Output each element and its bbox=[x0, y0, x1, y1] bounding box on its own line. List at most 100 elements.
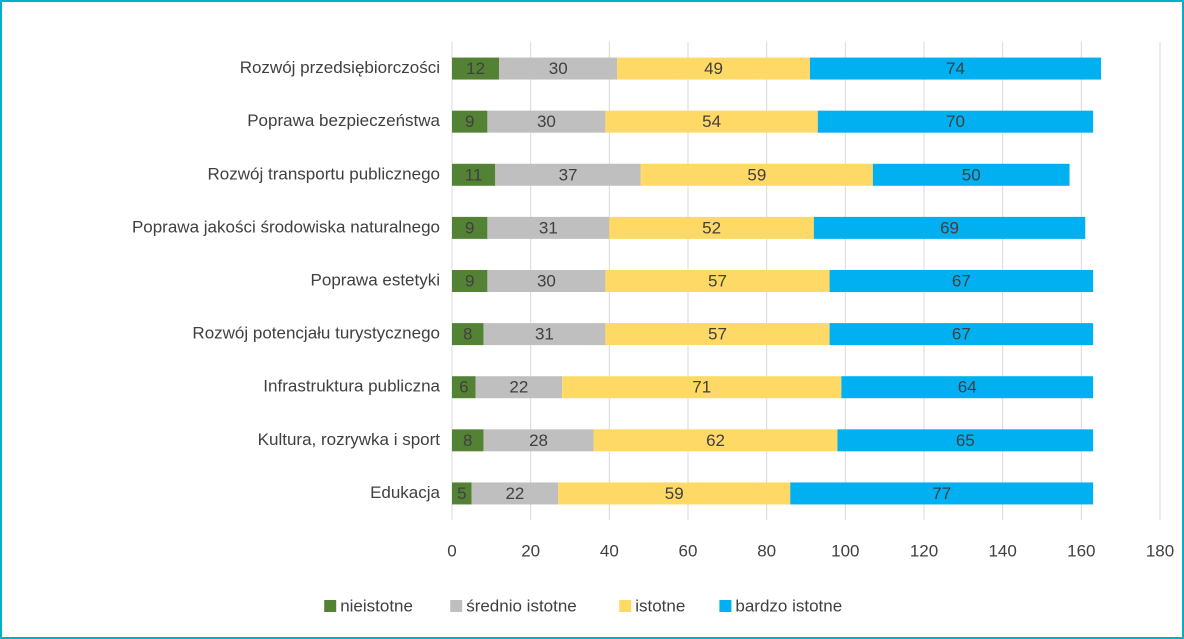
data-label: 22 bbox=[509, 378, 528, 397]
bar-segment bbox=[817, 110, 1094, 133]
x-tick-label: 100 bbox=[831, 541, 859, 560]
bar-segment bbox=[483, 323, 606, 346]
legend-label: bardzo istotne bbox=[735, 596, 842, 615]
data-label: 71 bbox=[692, 378, 711, 397]
data-label: 59 bbox=[665, 484, 684, 503]
legend-swatch bbox=[324, 600, 337, 612]
bar-segment bbox=[452, 216, 488, 239]
y-tick-label: Kultura, rozrywka i sport bbox=[258, 430, 441, 449]
y-tick-label: Infrastruktura publiczna bbox=[263, 377, 440, 396]
bar-segment bbox=[452, 376, 476, 399]
bar-segment bbox=[487, 216, 610, 239]
data-label: 5 bbox=[457, 484, 466, 503]
bar-segment bbox=[841, 376, 1094, 399]
data-label: 30 bbox=[537, 112, 556, 131]
legend-swatch bbox=[450, 600, 463, 612]
x-tick-label: 180 bbox=[1146, 541, 1174, 560]
data-label: 30 bbox=[537, 271, 556, 290]
bar-segment bbox=[609, 216, 814, 239]
legend-label: istotne bbox=[635, 596, 685, 615]
y-tick-label: Rozwój przedsiębiorczości bbox=[240, 58, 440, 77]
data-label: 6 bbox=[459, 378, 468, 397]
bar-segment bbox=[790, 482, 1094, 505]
data-label: 67 bbox=[952, 271, 971, 290]
x-tick-label: 0 bbox=[447, 541, 456, 560]
bar-segment bbox=[562, 376, 842, 399]
bar-segment bbox=[558, 482, 791, 505]
data-label: 31 bbox=[539, 218, 558, 237]
data-label: 9 bbox=[465, 218, 474, 237]
bar-segment bbox=[452, 270, 488, 292]
bar-segment bbox=[475, 376, 563, 399]
bar-segment bbox=[452, 110, 488, 133]
bar-segment bbox=[617, 57, 810, 80]
data-label: 50 bbox=[962, 165, 981, 184]
data-label: 8 bbox=[463, 431, 472, 450]
legend-swatch bbox=[719, 600, 732, 612]
y-tick-label: Rozwój transportu publicznego bbox=[208, 164, 440, 183]
data-label: 67 bbox=[952, 325, 971, 344]
data-label: 11 bbox=[465, 165, 483, 184]
y-tick-label: Edukacja bbox=[370, 483, 440, 502]
data-label: 9 bbox=[465, 271, 474, 290]
bar-segment bbox=[452, 163, 496, 186]
x-tick-label: 60 bbox=[679, 541, 698, 560]
data-label: 57 bbox=[708, 271, 727, 290]
data-label: 28 bbox=[529, 431, 548, 450]
legend-label: nieistotne bbox=[340, 596, 413, 615]
x-tick-label: 140 bbox=[988, 541, 1016, 560]
legend-label: średnio istotne bbox=[466, 596, 577, 615]
x-tick-label: 120 bbox=[910, 541, 938, 560]
bar-segment bbox=[813, 216, 1086, 239]
bar-segment bbox=[605, 110, 818, 133]
data-label: 31 bbox=[535, 325, 554, 344]
data-label: 30 bbox=[549, 59, 568, 78]
data-label: 8 bbox=[463, 325, 472, 344]
data-label: 77 bbox=[932, 484, 951, 503]
data-label: 65 bbox=[956, 431, 975, 450]
data-label: 22 bbox=[505, 484, 524, 503]
bar-segment bbox=[452, 482, 472, 505]
bar-segment bbox=[487, 110, 606, 133]
data-label: 64 bbox=[958, 378, 977, 397]
x-tick-label: 80 bbox=[757, 541, 776, 560]
bar-segment bbox=[452, 429, 484, 452]
y-tick-label: Poprawa jakości środowiska naturalnego bbox=[132, 217, 440, 236]
y-tick-label: Rozwój potencjału turystycznego bbox=[192, 324, 440, 343]
bar-segment bbox=[495, 163, 641, 186]
bar-segment bbox=[837, 429, 1094, 452]
bar-segment bbox=[452, 57, 500, 80]
x-tick-label: 20 bbox=[521, 541, 540, 560]
data-label: 37 bbox=[559, 165, 578, 184]
data-label: 69 bbox=[940, 218, 959, 237]
data-label: 49 bbox=[704, 59, 723, 78]
bar-segment bbox=[605, 270, 830, 292]
x-tick-label: 160 bbox=[1067, 541, 1095, 560]
bar-segment bbox=[640, 163, 873, 186]
legend-swatch bbox=[619, 600, 632, 612]
x-tick-label: 40 bbox=[600, 541, 619, 560]
bar-segment bbox=[809, 57, 1101, 80]
y-tick-label: Poprawa estetyki bbox=[311, 270, 440, 289]
data-label: 59 bbox=[747, 165, 766, 184]
y-tick-label: Poprawa bezpieczeństwa bbox=[247, 111, 440, 130]
data-label: 54 bbox=[702, 112, 721, 131]
data-label: 57 bbox=[708, 325, 727, 344]
data-label: 70 bbox=[946, 112, 965, 131]
bar-segment bbox=[829, 270, 1094, 292]
data-label: 52 bbox=[702, 218, 721, 237]
bar-segment bbox=[487, 270, 606, 292]
bar-segment bbox=[605, 323, 830, 346]
bar-segment bbox=[872, 163, 1070, 186]
data-label: 12 bbox=[466, 59, 485, 78]
bar-segment bbox=[593, 429, 838, 452]
bar-segment bbox=[483, 429, 594, 452]
data-label: 9 bbox=[465, 112, 474, 131]
bar-segment bbox=[452, 323, 484, 346]
bar-segment bbox=[829, 323, 1094, 346]
bar-segment bbox=[499, 57, 618, 80]
data-label: 62 bbox=[706, 431, 725, 450]
data-label: 74 bbox=[946, 59, 965, 78]
